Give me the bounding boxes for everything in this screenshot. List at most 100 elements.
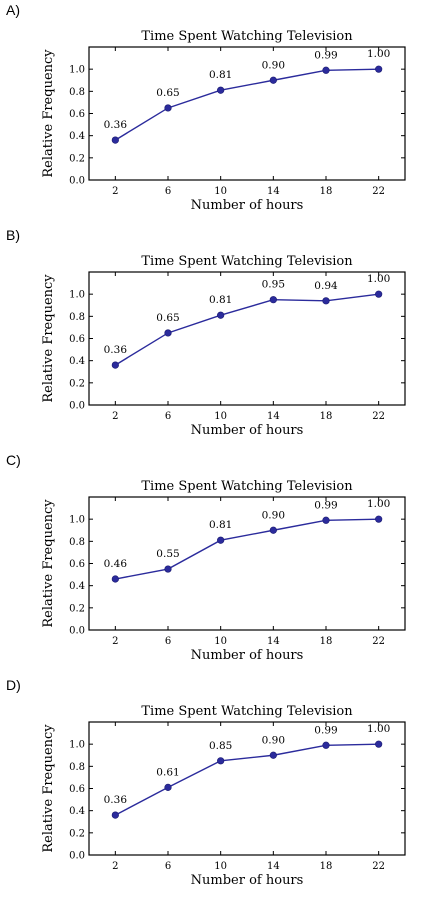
y-axis-label: Relative Frequency — [41, 274, 56, 403]
y-tick-label: 0.2 — [69, 153, 85, 164]
data-point — [164, 104, 172, 112]
data-point — [269, 296, 277, 304]
x-tick-label: 22 — [372, 186, 385, 197]
data-label: 0.55 — [156, 548, 179, 560]
series-line — [114, 68, 379, 141]
y-tick-label: 0.8 — [69, 537, 85, 548]
x-tick-label: 10 — [214, 411, 227, 422]
x-axis-label: Number of hours — [191, 198, 304, 213]
data-label: 0.90 — [262, 59, 285, 71]
data-point — [111, 136, 119, 144]
data-point — [111, 361, 119, 369]
plot-frame — [88, 46, 406, 181]
data-label: 0.36 — [104, 119, 128, 131]
data-point — [322, 297, 330, 305]
x-tick-label: 6 — [165, 636, 171, 647]
x-tick-label: 18 — [320, 411, 333, 422]
y-tick-label: 0.6 — [69, 334, 85, 345]
data-label: 0.36 — [104, 344, 128, 356]
x-tick-label: 22 — [372, 861, 385, 872]
y-tick-label: 0.6 — [69, 559, 85, 570]
data-label: 1.00 — [367, 498, 390, 510]
y-tick-label: 0.4 — [69, 581, 85, 592]
data-point — [322, 741, 330, 749]
x-tick-label: 10 — [214, 636, 227, 647]
x-tick-label: 10 — [214, 861, 227, 872]
x-tick-label: 14 — [267, 411, 280, 422]
data-point — [375, 65, 383, 73]
data-label: 0.81 — [209, 69, 232, 81]
data-point — [164, 783, 172, 791]
series-line — [115, 743, 379, 816]
data-label: 0.81 — [209, 519, 232, 531]
x-tick-label: 6 — [165, 186, 171, 197]
data-point — [217, 311, 225, 319]
x-tick-label: 2 — [112, 636, 118, 647]
data-label: 0.99 — [314, 49, 337, 61]
option-label: D) — [6, 677, 21, 693]
data-label: 0.85 — [209, 740, 232, 752]
chart-title: Time Spent Watching Television — [141, 254, 353, 269]
y-tick-label: 0.2 — [69, 603, 85, 614]
x-axis-label: Number of hours — [191, 873, 304, 888]
data-point — [217, 86, 225, 94]
y-tick-label: 0.4 — [69, 131, 85, 142]
line-chart: Time Spent Watching Television 0.0 0.2 0.4 0… — [41, 704, 406, 888]
data-label: 0.65 — [156, 312, 179, 324]
plot-frame — [88, 496, 406, 631]
data-label: 0.99 — [314, 724, 337, 736]
data-point — [375, 740, 383, 748]
data-point — [269, 526, 277, 534]
y-tick-label: 1.0 — [69, 65, 85, 76]
y-tick-label: 0.8 — [69, 762, 85, 773]
data-point — [322, 516, 330, 524]
y-tick-label: 0.2 — [69, 378, 85, 389]
y-tick-label: 0.8 — [69, 87, 85, 98]
y-tick-label: 0.4 — [69, 356, 85, 367]
y-tick-label: 1.0 — [69, 290, 85, 301]
y-tick-label: 1.0 — [69, 515, 85, 526]
plot-frame — [88, 271, 406, 406]
data-point — [217, 536, 225, 544]
y-tick-label: 0.0 — [69, 851, 85, 862]
x-tick-label: 14 — [267, 636, 280, 647]
chart-title: Time Spent Watching Television — [141, 704, 353, 719]
data-label: 1.00 — [367, 723, 390, 735]
data-point — [217, 757, 225, 765]
option-label: A) — [6, 2, 20, 18]
line-chart: Time Spent Watching Television 0.0 0.2 0.4 0… — [41, 254, 406, 438]
data-point — [269, 751, 277, 759]
y-tick-label: 0.4 — [69, 806, 85, 817]
chart-title: Time Spent Watching Television — [141, 29, 353, 44]
x-tick-label: 10 — [214, 186, 227, 197]
data-label: 0.65 — [156, 87, 179, 99]
y-tick-label: 0.6 — [69, 784, 85, 795]
data-point — [375, 290, 383, 298]
chart-title: Time Spent Watching Television — [141, 479, 353, 494]
y-tick-label: 0.0 — [69, 401, 85, 412]
data-label: 1.00 — [367, 273, 390, 285]
x-tick-label: 14 — [267, 861, 280, 872]
data-label: 0.36 — [104, 794, 128, 806]
line-chart: Time Spent Watching Television 0.0 0.2 0.4 0… — [41, 479, 406, 663]
y-tick-label: 1.0 — [69, 740, 85, 751]
data-point — [269, 76, 277, 84]
line-chart: Time Spent Watching Television 0.0 0.2 0.4 0… — [41, 29, 406, 213]
chart-panel-a: A) Time Spent Watching Television 0.0 0.2 0… — [0, 0, 448, 225]
y-tick-label: 0.2 — [69, 828, 85, 839]
x-tick-label: 18 — [320, 636, 333, 647]
series-line — [115, 518, 379, 580]
x-axis-label: Number of hours — [191, 423, 304, 438]
data-point — [111, 811, 119, 819]
y-axis-label: Relative Frequency — [41, 49, 56, 178]
plot-frame — [88, 721, 406, 856]
data-label: 0.81 — [209, 294, 232, 306]
y-tick-label: 0.0 — [69, 176, 85, 187]
x-tick-label: 2 — [112, 411, 118, 422]
data-label: 0.61 — [156, 766, 179, 778]
data-label: 0.99 — [314, 499, 337, 511]
x-tick-label: 18 — [320, 861, 333, 872]
chart-panel-d: D) Time Spent Watching Television 0.0 0.2 0… — [0, 675, 448, 900]
data-label: 0.94 — [314, 280, 338, 292]
chart-panel-c: C) Time Spent Watching Television 0.0 0.2 0… — [0, 450, 448, 675]
